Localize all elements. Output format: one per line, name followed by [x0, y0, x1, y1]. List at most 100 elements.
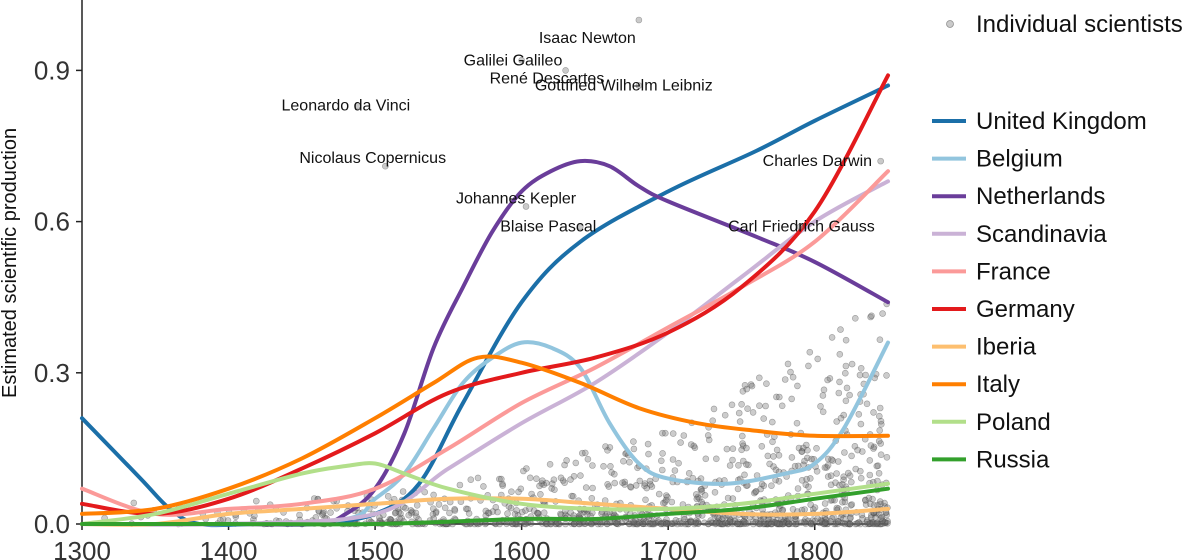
- scientist-point: [731, 517, 739, 525]
- scientist-point: [714, 517, 721, 525]
- scientist-point: [774, 520, 782, 528]
- scientist-point: [570, 472, 578, 480]
- scientist-point: [639, 520, 647, 528]
- scientist-point: [664, 493, 671, 501]
- series-line-united-kingdom: [80, 83, 890, 528]
- scientist-point: [823, 464, 830, 471]
- scientist-point: [840, 473, 848, 481]
- scientist-point: [536, 482, 543, 490]
- scientist-point: [783, 518, 791, 525]
- scientist-point: [819, 408, 827, 416]
- scientist-point: [675, 459, 682, 467]
- scientist-point: [552, 520, 559, 528]
- scientist-point: [764, 520, 771, 528]
- scientist-point: [789, 520, 796, 528]
- series-line-poland: [80, 461, 890, 526]
- scientist-point: [846, 520, 854, 528]
- scientist-point: [784, 360, 792, 368]
- series-lines: [80, 73, 890, 528]
- scientist-point: [856, 467, 864, 475]
- scientist-point: [508, 488, 515, 496]
- scientist-point: [698, 485, 705, 493]
- annotated-scientist-point: [382, 162, 389, 170]
- scientist-point: [838, 481, 846, 488]
- scientist-point: [539, 477, 546, 485]
- scientist-point: [557, 510, 564, 518]
- scientist-point: [513, 507, 521, 514]
- scientist-point: [561, 461, 568, 469]
- scientist-point: [811, 504, 819, 511]
- scientist-point: [821, 520, 829, 528]
- scientist-point: [744, 519, 752, 527]
- scientist-point: [861, 520, 869, 528]
- scientist-point: [548, 485, 556, 492]
- scientist-point: [602, 443, 609, 450]
- scientist-point: [392, 509, 400, 516]
- scientist-point: [734, 485, 742, 493]
- scientist-point: [882, 519, 890, 527]
- scientist-point: [720, 514, 727, 521]
- scientist-point: [621, 478, 629, 486]
- scientist-point: [705, 520, 712, 528]
- scientist-point: [648, 520, 656, 528]
- scientist-point: [657, 520, 665, 527]
- scientist-point: [662, 492, 670, 499]
- scientist-point: [712, 455, 720, 463]
- series-line-belgium: [80, 340, 890, 527]
- scientist-point: [846, 520, 854, 528]
- scientist-point: [413, 501, 421, 509]
- scientist-point: [827, 481, 835, 489]
- scientist-point: [634, 520, 641, 528]
- scientist-point: [857, 364, 865, 372]
- scientist-point: [633, 520, 641, 528]
- scientist-point: [540, 509, 548, 517]
- scientist-point: [741, 519, 749, 526]
- scientist-point: [853, 520, 861, 527]
- scientist-point: [685, 520, 692, 528]
- scientist-point: [643, 484, 651, 492]
- scientist-point: [834, 518, 842, 525]
- scientist-point: [572, 459, 580, 467]
- scientist-point: [715, 514, 723, 522]
- scientist-point: [795, 444, 803, 452]
- scientist-point: [756, 520, 764, 528]
- scientist-point: [480, 483, 487, 490]
- scientist-point: [698, 488, 706, 495]
- scientist-point: [757, 519, 764, 527]
- scientist-point: [848, 360, 856, 368]
- scientist-point: [658, 466, 666, 474]
- scientist-point: [668, 498, 676, 506]
- scientist-point: [798, 448, 806, 455]
- scientist-point: [840, 515, 847, 523]
- annotated-scientist-point: [518, 57, 525, 64]
- scientist-point: [543, 520, 551, 528]
- scientist-point: [693, 495, 701, 503]
- scientist-point: [727, 516, 734, 524]
- scientist-point: [509, 520, 517, 528]
- scientist-point: [876, 336, 884, 344]
- scientist-point: [802, 516, 809, 523]
- scientist-point: [782, 519, 789, 527]
- scientist-point: [662, 496, 670, 504]
- scientist-point: [743, 385, 751, 393]
- scientist-point: [533, 475, 540, 483]
- scientist-point: [711, 488, 719, 496]
- scientist-point: [636, 477, 644, 485]
- scientist-point: [789, 505, 797, 513]
- scientist-point: [499, 482, 507, 489]
- scientist-point: [743, 444, 750, 452]
- scientist-point: [130, 499, 138, 507]
- scientist-point: [534, 509, 542, 517]
- scientist-point: [630, 520, 637, 528]
- scientist-point: [778, 402, 786, 410]
- scientist-point: [877, 420, 885, 428]
- scientist-point: [684, 520, 692, 528]
- annotation-label: Nicolaus Copernicus: [299, 150, 446, 167]
- scientist-point: [758, 442, 766, 450]
- scientist-point: [806, 475, 814, 482]
- scientist-point: [875, 437, 883, 445]
- scientist-point: [834, 520, 842, 528]
- scientist-point: [386, 515, 394, 523]
- series-line-italy: [80, 354, 890, 516]
- scientist-point: [840, 411, 848, 419]
